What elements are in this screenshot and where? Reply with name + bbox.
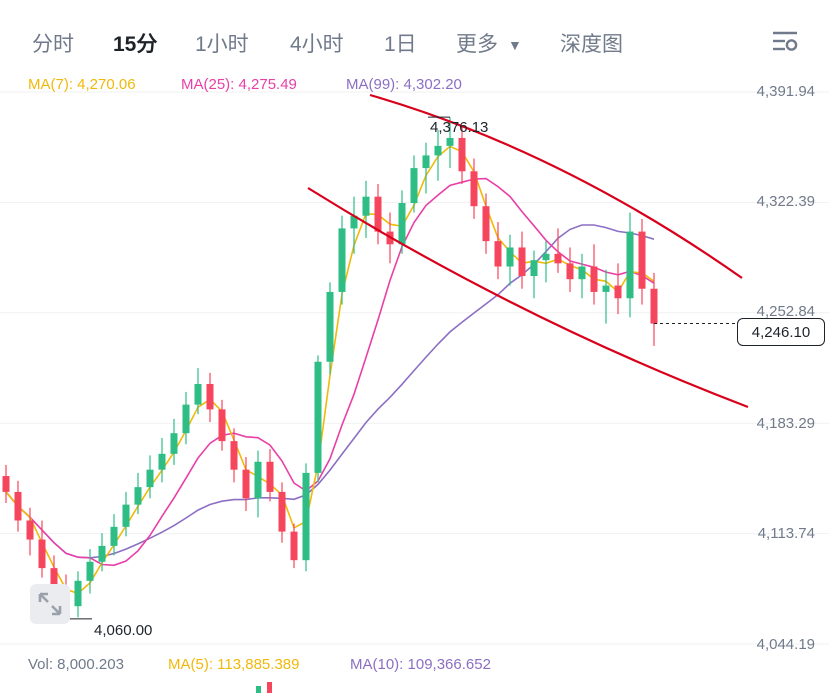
candle-body (470, 171, 478, 207)
candle-body (74, 580, 82, 607)
candle-body (206, 383, 214, 410)
tab-1hour[interactable]: 1小时 (195, 33, 249, 56)
candle-body (410, 168, 418, 204)
candle-body (494, 241, 502, 267)
ma25-line (5, 177, 655, 567)
candle-body (458, 137, 466, 172)
candle-body (230, 441, 238, 470)
high-price-label: 4,376.13 (430, 119, 489, 136)
caret-down-icon: ▼ (508, 37, 522, 54)
candle-body (170, 433, 178, 454)
tab-more-label: 更多 (456, 33, 498, 56)
ma7-legend: MA(7): 4,270.06 (28, 76, 136, 93)
low-price-label: 4,060.00 (94, 622, 153, 639)
candle-body (314, 361, 322, 473)
expand-chart-button[interactable] (30, 584, 70, 624)
candle-body (278, 491, 286, 532)
candle-body (350, 215, 358, 229)
candle-body (626, 231, 634, 299)
volume-ma10-legend: MA(10): 109,366.652 (350, 656, 491, 673)
candle-body (158, 453, 166, 470)
candle-body (98, 545, 106, 562)
candle-body (398, 203, 406, 245)
volume-bar (267, 682, 272, 693)
candle-body (542, 253, 550, 261)
tab-timeline[interactable]: 分时 (32, 33, 74, 56)
current-price-tag[interactable]: 4,246.10 (737, 318, 825, 346)
ma99-legend: MA(99): 4,302.20 (346, 76, 462, 93)
interval-tabs: 分时 15分 1小时 4小时 1日 更多 ▼ 深度图 (0, 0, 829, 72)
candle-body (422, 155, 430, 169)
candle-body (326, 291, 334, 362)
candle-body (122, 504, 130, 527)
candle-body (254, 461, 262, 499)
candle-body (578, 266, 586, 280)
price-tick-1: 4,391.94 (756, 83, 815, 100)
candle-body (2, 476, 10, 492)
candle-body (50, 568, 58, 594)
candle-body (26, 520, 34, 540)
price-tick-6: 4,044.19 (756, 636, 815, 653)
candle-body (446, 137, 454, 146)
tab-4hour[interactable]: 4小时 (290, 33, 344, 56)
candle-body (362, 196, 370, 216)
candle-body (302, 472, 310, 561)
candle-body (518, 247, 526, 277)
candle-body (134, 487, 142, 505)
price-tick-5: 4,113.74 (757, 525, 815, 542)
candle-body (290, 531, 298, 561)
candle-body (194, 383, 202, 405)
candle-body (650, 288, 658, 324)
ma25-legend: MA(25): 4,275.49 (181, 76, 297, 93)
candle-body (374, 196, 382, 232)
ma99-line (5, 224, 655, 559)
candle-body (554, 253, 562, 264)
price-tick-3: 4,252.84 (756, 303, 815, 320)
candle-body (14, 491, 22, 521)
candle-body (506, 247, 514, 267)
candle-body (110, 526, 118, 546)
candle-body (86, 561, 94, 581)
candle-body (242, 469, 250, 499)
candle-body (146, 469, 154, 488)
candle-body (614, 285, 622, 299)
volume-bar (256, 686, 261, 693)
price-tick-4: 4,183.29 (756, 415, 815, 432)
candle-body (38, 539, 46, 569)
candle-body (530, 260, 538, 277)
candle-body (566, 263, 574, 280)
channel-upper-trendline (369, 93, 743, 279)
expand-arrows-icon (38, 592, 62, 616)
volume-ma5-legend: MA(5): 113,885.389 (168, 656, 300, 673)
candle-body (266, 461, 274, 492)
candle-body (638, 231, 646, 289)
candle-body (602, 285, 610, 292)
candle-body (482, 206, 490, 242)
candle-body (434, 145, 442, 156)
candle-body (182, 404, 190, 434)
chart-settings-icon[interactable] (772, 30, 798, 52)
tab-depth-chart[interactable]: 深度图 (560, 33, 623, 56)
candle-body (590, 266, 598, 292)
tab-more[interactable]: 更多 ▼ (456, 28, 522, 58)
candle-body (338, 228, 346, 292)
tab-15min[interactable]: 15分 (113, 33, 158, 56)
price-tick-2: 4,322.39 (756, 193, 815, 210)
volume-legend: Vol: 8,000.203 (28, 656, 124, 673)
candle-body (218, 409, 226, 442)
tab-1day[interactable]: 1日 (384, 33, 417, 56)
channel-lower-trendline (307, 187, 749, 409)
